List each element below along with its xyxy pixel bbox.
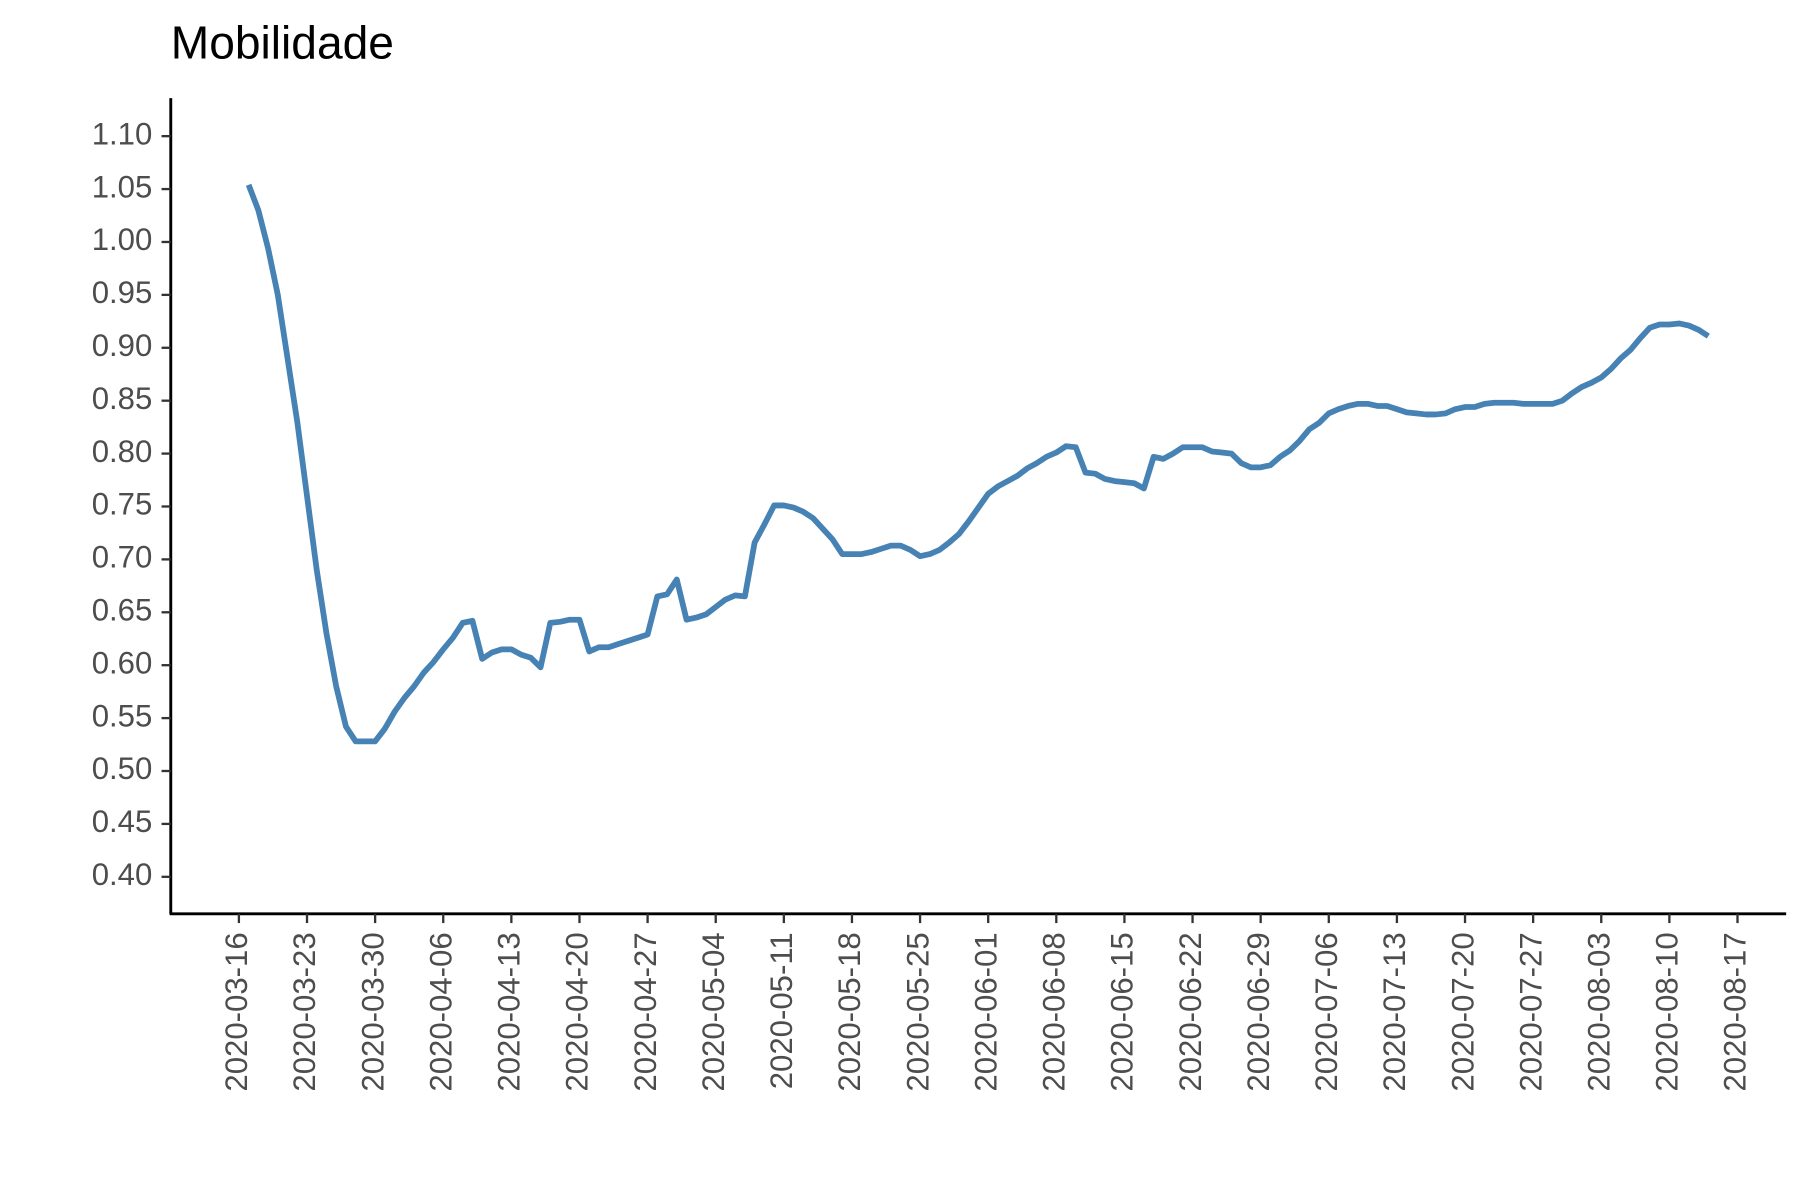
x-tick-label: 2020-06-22 [1173, 932, 1208, 1091]
x-tick-label: 2020-08-10 [1650, 932, 1685, 1091]
x-tick-label: 2020-07-27 [1513, 932, 1548, 1091]
y-tick-label: 1.10 [92, 116, 153, 151]
y-tick-label: 1.00 [92, 222, 153, 257]
x-tick-label: 2020-06-01 [968, 932, 1003, 1091]
y-tick-label: 0.75 [92, 487, 153, 522]
y-tick-label: 0.55 [92, 698, 153, 733]
x-tick-label: 2020-06-08 [1037, 932, 1072, 1091]
x-tick-label: 2020-07-20 [1445, 932, 1480, 1091]
x-tick-label: 2020-05-11 [764, 932, 799, 1089]
x-tick-label: 2020-07-06 [1309, 932, 1344, 1091]
x-tick-label: 2020-07-13 [1377, 932, 1412, 1091]
y-tick-label: 0.65 [92, 593, 153, 628]
chart-title: Mobilidade [171, 16, 394, 68]
x-tick-label: 2020-04-20 [560, 932, 595, 1091]
y-tick-label: 0.50 [92, 751, 153, 786]
x-tick-label: 2020-03-30 [355, 932, 390, 1091]
y-tick-label: 1.05 [92, 169, 153, 204]
y-tick-label: 0.90 [92, 328, 153, 363]
x-tick-label: 2020-06-15 [1105, 932, 1140, 1091]
x-tick-label: 2020-03-23 [287, 932, 322, 1091]
x-tick-label: 2020-08-17 [1718, 932, 1753, 1091]
y-tick-label: 0.45 [92, 804, 153, 839]
y-tick-label: 0.70 [92, 540, 153, 575]
y-tick-label: 0.40 [92, 857, 153, 892]
y-tick-label: 0.95 [92, 275, 153, 310]
x-tick-label: 2020-05-18 [832, 932, 867, 1091]
x-tick-label: 2020-08-03 [1581, 932, 1616, 1091]
y-tick-label: 0.60 [92, 645, 153, 680]
x-tick-label: 2020-05-25 [900, 932, 935, 1091]
x-tick-label: 2020-04-27 [628, 932, 663, 1091]
x-tick-label: 2020-06-29 [1241, 932, 1276, 1091]
x-tick-label: 2020-04-13 [492, 932, 527, 1091]
data-line [245, 183, 1710, 745]
y-tick-label: 0.80 [92, 434, 153, 469]
y-tick-label: 0.85 [92, 381, 153, 416]
x-tick-label: 2020-03-16 [219, 932, 254, 1091]
x-tick-label: 2020-05-04 [696, 932, 731, 1091]
x-tick-label: 2020-04-06 [423, 932, 458, 1091]
